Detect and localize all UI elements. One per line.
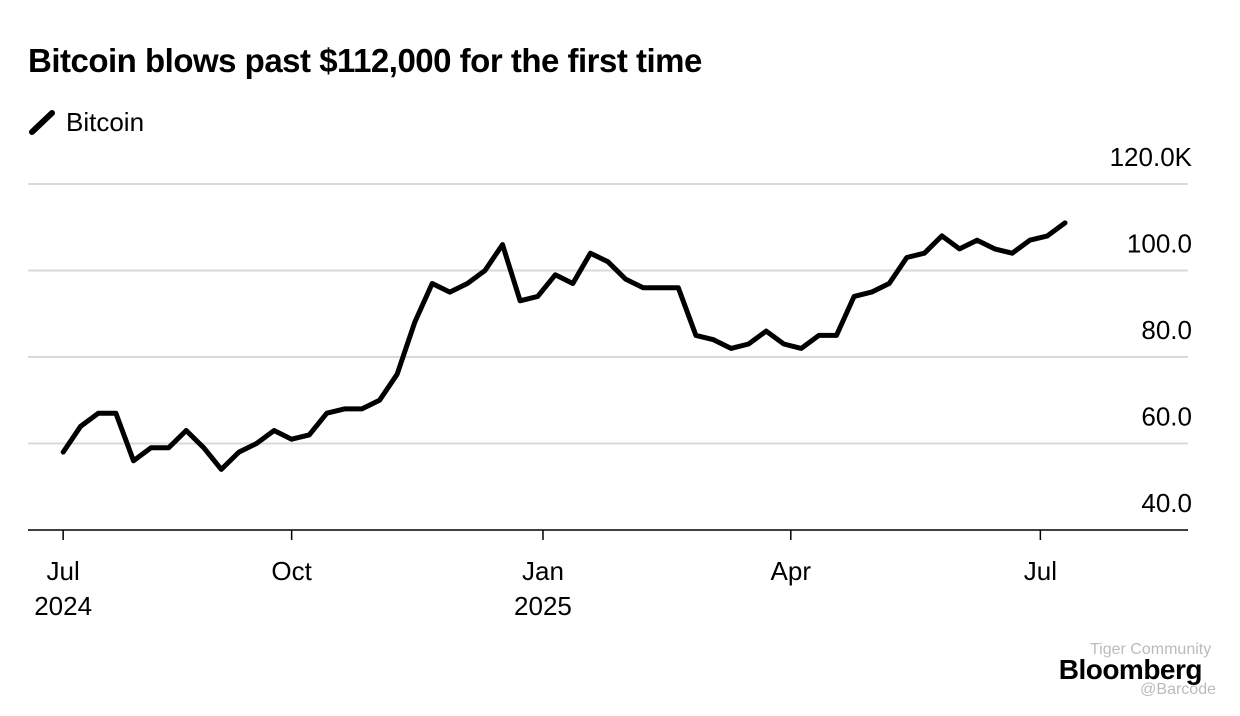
- x-tick-label: Oct: [271, 556, 312, 586]
- x-tick-sublabel: 2025: [514, 591, 572, 621]
- watermark: Tiger Community: [1090, 641, 1211, 658]
- y-tick-label: 100.0: [1127, 229, 1192, 259]
- x-tick-label: Jul: [1024, 556, 1057, 586]
- x-tick-label: Apr: [771, 556, 812, 586]
- source: Bloomberg: [1059, 654, 1202, 685]
- legend-swatch: [29, 110, 55, 135]
- x-tick-label: Jul: [47, 556, 80, 586]
- y-tick-label: 80.0: [1141, 315, 1192, 345]
- y-tick-label: 120.0K: [1110, 142, 1193, 172]
- watermark: @Barcode: [1140, 681, 1216, 698]
- y-tick-label: 40.0: [1141, 488, 1192, 518]
- chart-title: Bitcoin blows past $112,000 for the firs…: [28, 42, 702, 79]
- x-tick-label: Jan: [522, 556, 564, 586]
- y-tick-label: 60.0: [1141, 402, 1192, 432]
- data-line: [60, 220, 1068, 472]
- legend-label: Bitcoin: [66, 107, 144, 137]
- x-tick-sublabel: 2024: [34, 591, 92, 621]
